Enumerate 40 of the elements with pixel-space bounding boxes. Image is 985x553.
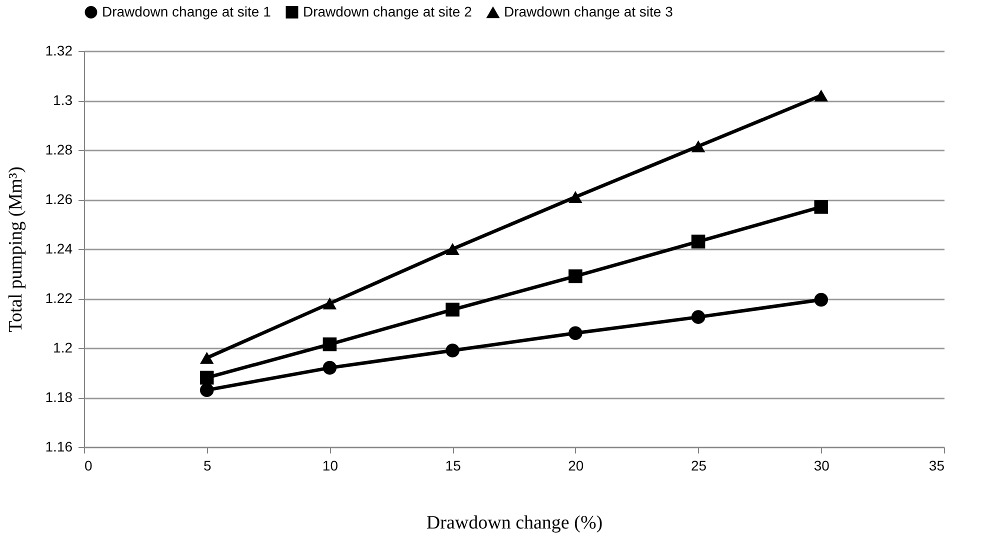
x-tick-label: 25 bbox=[690, 458, 707, 474]
point bbox=[814, 200, 828, 214]
point bbox=[814, 90, 828, 102]
point bbox=[814, 292, 828, 307]
y-tick-label: 1.18 bbox=[45, 389, 73, 405]
legend-label: Drawdown change at site 3 bbox=[504, 4, 674, 20]
y-tick-label: 1.2 bbox=[53, 340, 73, 356]
point bbox=[568, 269, 582, 284]
x-tick-label: 10 bbox=[322, 458, 338, 474]
x-tick-label: 0 bbox=[84, 458, 92, 474]
point bbox=[691, 234, 706, 248]
y-tick-label: 1.26 bbox=[45, 191, 73, 207]
legend-label: Drawdown change at site 1 bbox=[102, 3, 272, 20]
y-tick-label: 1.16 bbox=[45, 438, 73, 454]
y-tick-label: 1.28 bbox=[45, 142, 73, 158]
point bbox=[200, 352, 214, 364]
point bbox=[568, 326, 582, 340]
y-tick-label: 1.22 bbox=[45, 290, 73, 306]
point bbox=[322, 337, 337, 352]
y-tick-label: 1.24 bbox=[45, 240, 73, 256]
x-axis-title: Drawdown change (%) bbox=[426, 512, 603, 534]
legend-label: Drawdown change at site 2 bbox=[303, 3, 472, 20]
point bbox=[568, 191, 582, 203]
point bbox=[691, 140, 706, 152]
point bbox=[446, 302, 460, 317]
x-tick-label: 15 bbox=[445, 458, 462, 474]
point bbox=[322, 297, 337, 310]
y-axis-title: Total pumping (Mm³) bbox=[5, 166, 26, 332]
y-tick-label: 1.3 bbox=[53, 92, 73, 108]
x-tick-label: 20 bbox=[568, 458, 584, 474]
point bbox=[322, 360, 337, 375]
x-tick-label: 35 bbox=[928, 458, 945, 474]
point bbox=[200, 383, 214, 397]
point bbox=[446, 243, 460, 255]
point bbox=[691, 310, 706, 324]
y-tick-label: 1.32 bbox=[45, 42, 73, 58]
x-tick-label: 30 bbox=[814, 458, 830, 474]
point bbox=[446, 344, 460, 358]
x-tick-label: 5 bbox=[203, 458, 212, 474]
point bbox=[200, 370, 214, 385]
